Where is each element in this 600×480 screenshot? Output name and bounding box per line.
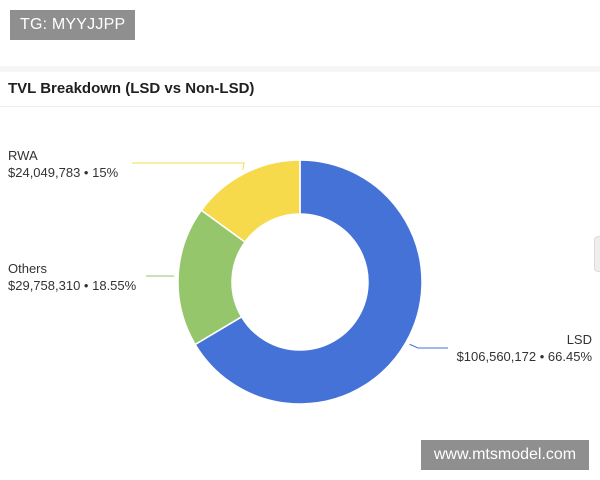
- label-rwa-name: RWA: [8, 148, 38, 163]
- card-separator: [0, 66, 600, 72]
- label-others-name: Others: [8, 261, 48, 276]
- label-rwa: RWA $24,049,783 • 15%: [8, 147, 118, 181]
- label-lsd: LSD $106,560,172 • 66.45%: [457, 331, 592, 365]
- leader-line-rwa: [132, 162, 245, 170]
- label-others: Others $29,758,310 • 18.55%: [8, 260, 136, 294]
- leader-line-lsd: [409, 343, 448, 349]
- label-lsd-name: LSD: [566, 332, 592, 347]
- label-rwa-value: $24,049,783 • 15%: [8, 165, 119, 180]
- watermark-bottom-right: www.mtsmodel.com: [421, 440, 589, 470]
- title-divider: [0, 106, 600, 107]
- watermark-top-left: TG: MYYJJPP: [10, 10, 136, 40]
- label-lsd-value: $106,560,172 • 66.45%: [456, 349, 592, 364]
- slice-rwa[interactable]: [200, 159, 301, 244]
- scroll-edge-handle[interactable]: [594, 236, 600, 272]
- slice-lsd[interactable]: [194, 159, 423, 405]
- label-others-value: $29,758,310 • 18.55%: [8, 278, 137, 293]
- chart-title: TVL Breakdown (LSD vs Non-LSD): [8, 80, 255, 97]
